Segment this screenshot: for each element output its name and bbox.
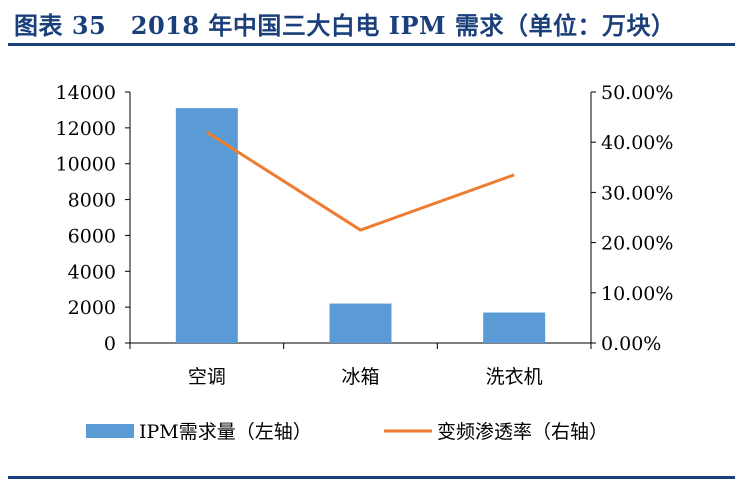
bottom-divider bbox=[8, 476, 735, 479]
category-label: 冰箱 bbox=[341, 366, 379, 388]
title-divider bbox=[8, 43, 735, 46]
line-series bbox=[206, 130, 515, 232]
bar-空调 bbox=[175, 108, 238, 343]
legend-swatch-bar bbox=[86, 424, 134, 438]
category-label: 空调 bbox=[188, 366, 226, 388]
left-tick-label: 10000 bbox=[56, 154, 116, 176]
right-tick-label: 0.00% bbox=[601, 333, 661, 355]
right-tick-label: 50.00% bbox=[601, 82, 673, 104]
right-tick-label: 30.00% bbox=[601, 182, 673, 204]
penetration-rate-line bbox=[206, 130, 515, 232]
left-tick-label: 4000 bbox=[68, 261, 116, 283]
legend-label-line: 变频渗透率（右轴） bbox=[437, 421, 608, 443]
left-tick-label: 6000 bbox=[68, 225, 116, 247]
bar-series bbox=[175, 108, 546, 343]
right-tick-label: 10.00% bbox=[601, 283, 673, 305]
left-tick-label: 14000 bbox=[56, 82, 116, 104]
left-tick-label: 0 bbox=[104, 333, 116, 355]
bar-洗衣机 bbox=[483, 312, 546, 343]
bar-冰箱 bbox=[329, 303, 392, 343]
category-label: 洗衣机 bbox=[486, 366, 543, 388]
right-axis: 0.00% 10.00% 20.00% 30.00% 40.00% 50.00% bbox=[590, 82, 673, 355]
figure-title: 图表 35 2018 年中国三大白电 IPM 需求（单位：万块） bbox=[14, 11, 676, 40]
left-tick-label: 2000 bbox=[68, 297, 116, 319]
legend: IPM需求量（左轴） 变频渗透率（右轴） bbox=[86, 421, 608, 443]
legend-label-bar: IPM需求量（左轴） bbox=[139, 421, 312, 443]
x-axis: 空调 冰箱 洗衣机 bbox=[129, 342, 592, 388]
left-axis: 0 2000 4000 6000 8000 10000 12000 14000 bbox=[56, 82, 131, 355]
right-tick-label: 20.00% bbox=[601, 233, 673, 255]
left-tick-label: 8000 bbox=[68, 190, 116, 212]
left-tick-label: 12000 bbox=[56, 118, 116, 140]
right-tick-label: 40.00% bbox=[601, 132, 673, 154]
